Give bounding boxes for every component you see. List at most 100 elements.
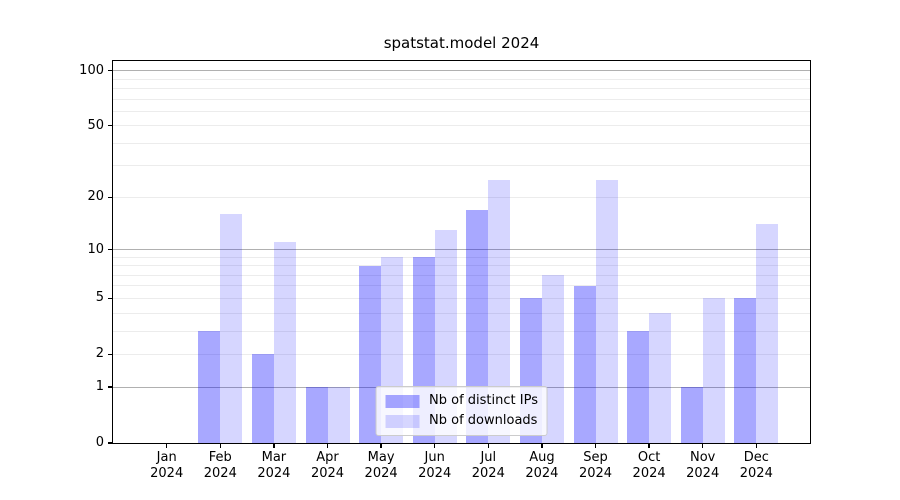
gridline-major — [113, 249, 810, 250]
bar-downloads — [220, 214, 243, 443]
x-tick-mark — [541, 443, 543, 448]
y-tick-label: 20 — [87, 189, 104, 205]
x-tick-year: 2024 — [578, 466, 613, 481]
gridline-minor — [113, 110, 810, 112]
y-tick-label: 10 — [87, 241, 104, 257]
x-tick-label: Oct 2024 — [619, 450, 679, 482]
y-tick-label: 1 — [95, 379, 104, 395]
gridline-minor — [113, 125, 810, 127]
x-tick-label: Aug 2024 — [512, 450, 572, 482]
x-tick-label: Mar 2024 — [244, 450, 304, 482]
y-tick-mark — [108, 69, 113, 72]
x-tick-month: Jun — [424, 450, 445, 465]
bar-downloads — [273, 242, 296, 443]
y-tick-mark — [108, 353, 113, 356]
gridline-minor — [113, 87, 810, 89]
gridline-minor — [113, 98, 810, 100]
x-tick-month: Jan — [156, 450, 177, 465]
chart-title: spatstat.model 2024 — [383, 34, 540, 52]
legend-label-downloads: Nb of downloads — [429, 413, 538, 428]
gridline-minor — [113, 142, 810, 144]
x-tick-mark — [380, 443, 382, 448]
gridline-minor — [113, 78, 810, 80]
bar-downloads — [488, 180, 511, 443]
gridline-major — [113, 70, 810, 72]
x-tick-label: May 2024 — [351, 450, 411, 482]
gridline-minor — [113, 330, 810, 332]
x-tick-month: Nov — [690, 450, 716, 465]
y-tick-mark — [108, 297, 113, 300]
x-tick-mark — [594, 443, 597, 448]
y-tick-label: 100 — [79, 62, 104, 78]
x-tick-label: Jan 2024 — [137, 450, 197, 482]
x-tick-month: Mar — [261, 450, 287, 465]
x-tick-label: Jul 2024 — [458, 450, 518, 482]
x-tick-year: 2024 — [471, 466, 505, 481]
bar-downloads — [649, 313, 672, 443]
x-tick-mark — [165, 443, 168, 448]
x-tick-month: Aug — [529, 450, 555, 465]
gridline-minor — [113, 274, 810, 276]
y-tick-mark — [108, 386, 113, 388]
x-tick-mark — [433, 443, 436, 448]
bar-downloads — [327, 387, 350, 443]
x-tick-year: 2024 — [364, 466, 398, 481]
bar-distinct-ips — [305, 387, 328, 443]
gridline-minor — [113, 265, 810, 267]
bar-distinct-ips — [198, 331, 221, 443]
y-tick-mark — [108, 124, 113, 127]
x-tick-month: May — [367, 450, 395, 465]
x-tick-month: Feb — [208, 450, 232, 465]
bar-downloads — [702, 298, 725, 443]
x-tick-year: 2024 — [150, 466, 184, 481]
bar-downloads — [595, 180, 618, 443]
x-tick-year: 2024 — [418, 466, 452, 481]
gridline-minor — [113, 297, 810, 299]
x-tick-month: Dec — [743, 450, 769, 465]
x-tick-month: Sep — [583, 450, 608, 465]
y-tick-mark — [108, 442, 113, 444]
x-tick-year: 2024 — [686, 466, 720, 481]
gridline-minor — [113, 312, 810, 314]
x-tick-label: Nov 2024 — [673, 450, 733, 482]
legend-swatch-downloads — [385, 414, 420, 428]
legend: Nb of distinct IPs Nb of downloads — [375, 386, 548, 436]
x-tick-mark — [219, 443, 222, 448]
y-tick-label: 5 — [95, 290, 104, 306]
bar-downloads — [756, 224, 779, 443]
legend-item-downloads: Nb of downloads — [385, 413, 538, 429]
bar-distinct-ips — [680, 387, 703, 443]
x-tick-mark — [701, 443, 704, 448]
x-tick-year: 2024 — [203, 466, 237, 481]
gridline-minor — [113, 285, 810, 287]
bar-distinct-ips — [627, 331, 650, 443]
gridline-minor — [113, 353, 810, 355]
x-tick-label: Jun 2024 — [405, 450, 465, 482]
x-tick-month: Oct — [637, 450, 661, 465]
y-tick-label: 0 — [95, 435, 104, 450]
x-tick-mark — [755, 443, 758, 448]
x-tick-mark — [487, 443, 490, 448]
bar-distinct-ips — [466, 209, 489, 443]
x-tick-year: 2024 — [310, 466, 345, 481]
x-tick-mark — [326, 443, 329, 448]
y-tick-mark — [108, 196, 113, 199]
x-tick-month: Jul — [480, 450, 497, 465]
gridline-minor — [113, 256, 810, 258]
legend-item-distinct-ips: Nb of distinct IPs — [385, 393, 538, 409]
x-tick-label: Dec 2024 — [726, 450, 786, 482]
legend-label-distinct-ips: Nb of distinct IPs — [429, 393, 538, 408]
legend-swatch-distinct-ips — [385, 394, 420, 408]
x-tick-year: 2024 — [739, 466, 773, 481]
x-tick-label: Sep 2024 — [566, 450, 626, 482]
x-tick-label: Apr 2024 — [298, 450, 358, 482]
y-tick-mark — [108, 248, 113, 251]
x-tick-year: 2024 — [257, 466, 291, 481]
gridline-minor — [113, 165, 810, 167]
x-tick-year: 2024 — [525, 466, 559, 481]
bar-distinct-ips — [734, 298, 757, 443]
bar-distinct-ips — [251, 354, 274, 443]
x-tick-year: 2024 — [632, 466, 666, 481]
y-tick-label: 50 — [87, 117, 104, 133]
